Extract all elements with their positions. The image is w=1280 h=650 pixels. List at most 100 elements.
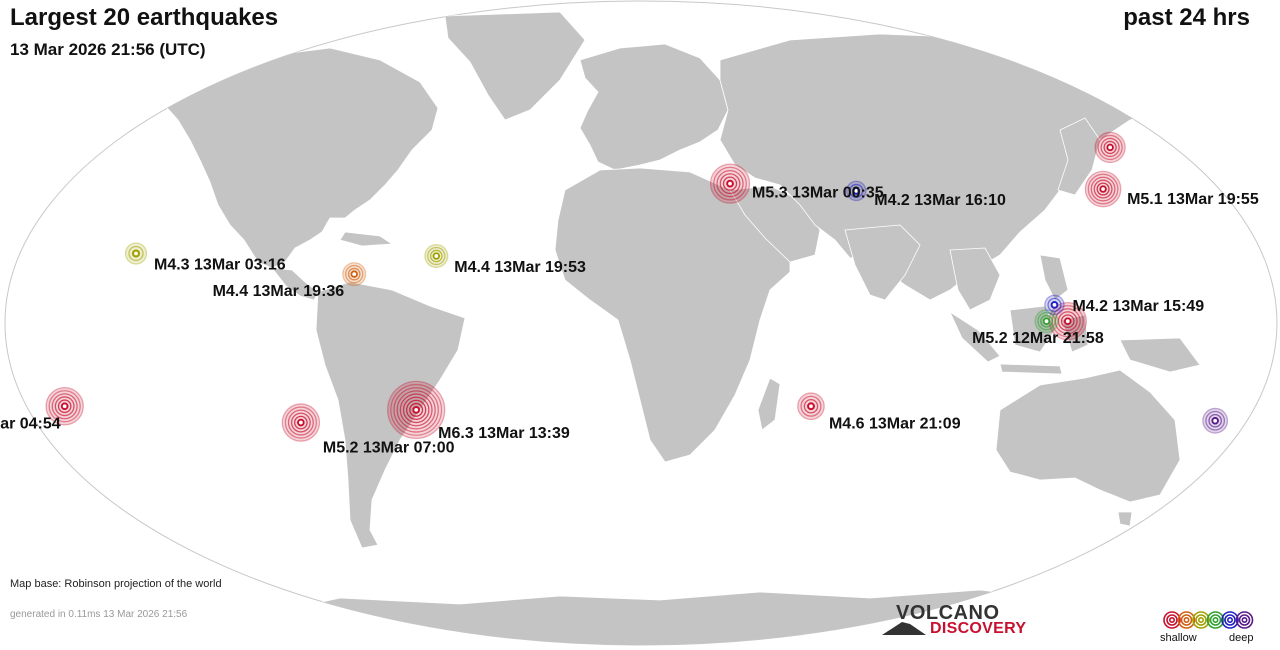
quake-epicenter [726,179,734,188]
quake-marker-q14[interactable] [45,387,84,426]
philippines-land [1039,254,1069,301]
madagascar-land [757,377,781,431]
quake-ring [803,399,819,414]
quake-marker-q9[interactable] [1044,294,1065,316]
quake-ring [427,246,446,266]
quake-ring [281,403,321,442]
java-land [999,363,1063,375]
quake-ring [849,183,864,198]
quake-ring [1094,131,1126,164]
quake-ring [51,393,78,420]
quake-marker-q1[interactable] [387,380,446,440]
quake-ring [45,387,84,426]
australia-land [995,369,1181,503]
quake-label-q3: M4.2 13Mar 16:10 [874,192,1006,209]
quake-marker-q13[interactable] [281,403,321,442]
map-title: Largest 20 earthquakes [10,4,279,31]
new-guinea-land [1119,337,1201,373]
quake-ring [128,245,144,262]
quake-ring [387,380,446,440]
quake-epicenter [852,187,860,195]
quake-ring [1096,182,1110,196]
quake-epicenter [807,402,815,410]
quake-ring [713,166,747,201]
quake-marker-q5[interactable] [1094,131,1126,164]
quake-label-q7: M4.4 13Mar 19:36 [213,283,345,300]
quake-ring [393,387,439,433]
quake-ring [1087,173,1119,205]
quake-ring [800,395,822,417]
quake-marker-q15[interactable] [1202,407,1229,434]
quake-ring [342,262,367,287]
legend-label-shallow: shallow [1160,632,1197,644]
quake-label-q14: M5.2 13Mar 04:54 [0,415,61,432]
depth-legend-swatches [1163,611,1254,629]
quake-marker-q12[interactable] [797,392,825,421]
quake-marker-q3[interactable] [846,180,867,202]
quake-label-q1: M6.3 13Mar 13:39 [438,425,570,442]
quake-ring [390,383,443,436]
legend-swatch-1 [1177,611,1196,629]
antarctica-land [198,589,1277,645]
quake-marker-q6[interactable] [124,242,148,265]
quake-ring [347,267,361,281]
quake-epicenter [412,406,420,414]
quake-ring [846,180,867,202]
map-period: past 24 hrs [1123,4,1250,31]
legend-swatch-3 [1206,611,1225,629]
quake-epicenter [1042,317,1051,325]
quake-marker-q2[interactable] [709,163,751,204]
greenland-land [444,11,586,121]
quake-epicenter [132,249,140,258]
volcano-discovery-logo[interactable]: VOLCANO DISCOVERY [880,602,1050,642]
quake-ring [124,242,148,265]
quake-ring [284,406,318,439]
quake-ring [48,390,81,423]
quake-ring [409,402,424,417]
quake-ring [424,243,449,269]
legend-swatch-4 [1221,611,1239,629]
quake-ring [722,176,738,191]
central-america-land [271,267,319,301]
quake-marker-q8[interactable] [424,243,449,269]
quake-marker-q10[interactable] [1048,301,1087,341]
quake-ring [1103,140,1117,155]
quake-ring [402,396,430,424]
quake-epicenter [350,270,358,278]
borneo-land [1009,305,1056,353]
north-america-land [139,47,439,269]
quake-marker-q4[interactable] [1084,170,1122,208]
quake-ring [294,415,308,430]
quake-ring [1097,134,1123,161]
quake-marker-q7[interactable] [342,262,367,287]
quake-ring [1044,294,1065,316]
quake-epicenter [1099,185,1107,193]
quake-ring [54,396,75,417]
quake-ring [290,412,311,433]
india-land [844,224,921,301]
map-timestamp: 13 Mar 2026 21:56 (UTC) [10,40,206,59]
indochina-land [949,247,1001,311]
quake-ring [1100,137,1120,158]
japan-land [1057,117,1101,196]
quake-ring [345,264,364,284]
arabia-land [729,185,821,263]
quake-marker-q11[interactable] [1034,309,1059,334]
depth-legend: shallow deep [1160,608,1270,648]
quake-epicenter [60,402,69,410]
quake-epicenter [297,418,305,427]
quake-ring [719,173,741,195]
quake-ring [1034,309,1059,334]
quake-ring [399,393,433,427]
map-base-credit: Map base: Robinson projection of the wor… [10,578,222,590]
quake-label-q4: M5.1 13Mar 19:55 [1127,191,1259,208]
quake-epicenter [1050,301,1059,309]
logo-text-volcano: VOLCANO [896,602,1000,624]
quake-label-q2: M5.3 13Mar 00:35 [752,185,884,202]
quake-ring [429,249,443,263]
quake-label-q13: M5.2 13Mar 07:00 [323,440,455,457]
quake-ring [287,409,314,436]
quake-ring [716,169,744,198]
africa-land [554,167,791,463]
